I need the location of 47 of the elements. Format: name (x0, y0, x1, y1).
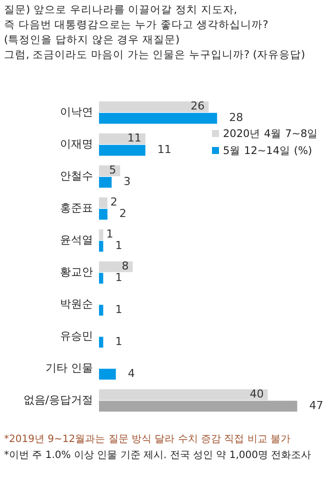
bar (99, 272, 104, 284)
y-tick-label: 안철수 (60, 169, 93, 182)
data-label: 2 (110, 196, 118, 209)
data-label: 4 (128, 367, 135, 380)
data-label: 26 (190, 100, 205, 113)
y-tick-label: 없음/응답거절 (23, 393, 93, 406)
bar (99, 144, 146, 156)
data-label: 3 (124, 175, 131, 188)
bar (99, 208, 108, 220)
y-tick-label: 기타 인물 (46, 361, 93, 374)
text: *이번 주 1.0% 이상 인물 기준 제시. 전국 성인 약 1,000명 전화조사 (4, 449, 312, 463)
bar (99, 229, 104, 240)
data-label: 1 (115, 239, 122, 252)
data-label: 11 (127, 132, 142, 145)
data-label: 40 (250, 388, 264, 401)
bar (99, 112, 218, 124)
data-label: 1 (106, 228, 114, 241)
bar (99, 240, 104, 252)
bar (99, 368, 116, 380)
data-label: 28 (229, 111, 244, 124)
bar (99, 101, 209, 112)
chart-title: 질문) 앞으로 우리나라를 이끌어갈 정치 지도자, 즉 다음번 대통령감으로는 누가 좋다고 생각하십니까? (특정인을 답하지 않은 경우 재질문) 그럼, 조금이라도 마음이 가는 인물은 누구입니까? (자유응답) (4, 3, 306, 63)
data-label: 2 (119, 207, 126, 220)
bar (99, 197, 108, 208)
bar (99, 400, 298, 412)
data-label: 47 (309, 399, 324, 412)
y-tick-label: 황교안 (60, 265, 93, 278)
bar (99, 133, 146, 144)
data-label: 11 (157, 143, 172, 156)
y-tick-label: 윤석열 (60, 233, 93, 246)
text: *2019년 9~12월과는 질문 방식 달라 수치 증감 직접 비교 불가 (4, 433, 292, 447)
data-label: 8 (122, 260, 129, 273)
data-label: 1 (115, 271, 122, 284)
y-tick-label: 박원순 (60, 297, 93, 310)
bar (99, 389, 268, 400)
legend-label: 5월 12~14일 (%) (222, 144, 314, 159)
y-tick-label: 이낙연 (60, 105, 93, 118)
bar (99, 336, 104, 348)
legend-label: 2020년 4월 7~8일 (222, 127, 318, 142)
data-label: 1 (115, 303, 122, 316)
data-label: 1 (115, 335, 122, 348)
bar (99, 176, 112, 188)
y-tick-label: 홍준표 (60, 201, 93, 214)
y-tick-label: 이재명 (60, 137, 93, 150)
data-label: 5 (109, 164, 116, 177)
y-tick-label: 유승민 (60, 329, 93, 342)
bar (99, 304, 104, 316)
